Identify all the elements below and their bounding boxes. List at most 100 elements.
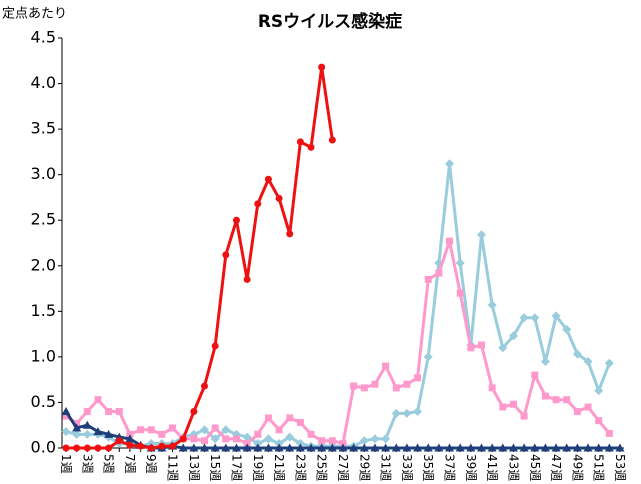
point: [147, 426, 155, 434]
point: [572, 443, 582, 452]
point: [158, 442, 166, 450]
point: [540, 443, 550, 452]
point: [286, 414, 294, 422]
x-tick-label: 15週: [208, 454, 222, 481]
point: [104, 429, 114, 438]
point: [317, 443, 327, 452]
x-tick-label: 19週: [251, 454, 265, 481]
point: [508, 443, 518, 452]
point: [178, 443, 188, 452]
point: [210, 443, 220, 452]
point: [318, 437, 326, 445]
point: [275, 194, 283, 202]
point: [254, 430, 262, 438]
x-tick-label: 35週: [421, 454, 435, 481]
x-tick-label: 43週: [506, 454, 520, 481]
point: [83, 408, 91, 416]
point: [423, 443, 433, 452]
point: [263, 443, 273, 452]
point: [318, 63, 326, 71]
point: [370, 434, 380, 444]
point: [61, 407, 71, 416]
point: [605, 429, 613, 437]
point: [83, 444, 91, 452]
point: [328, 136, 336, 144]
y-tick-label: 2.0: [31, 255, 56, 274]
point: [286, 230, 294, 238]
point: [72, 429, 82, 439]
point: [424, 275, 432, 283]
point: [189, 443, 199, 452]
point: [137, 426, 145, 434]
point: [285, 443, 295, 452]
point: [295, 443, 305, 452]
point: [467, 344, 475, 352]
point: [232, 435, 240, 443]
point: [487, 443, 497, 452]
point: [254, 200, 262, 208]
point: [231, 443, 241, 452]
point: [477, 230, 486, 240]
point: [413, 443, 423, 452]
point: [391, 408, 401, 418]
point: [435, 269, 443, 277]
x-tick-label: 41週: [485, 454, 499, 481]
point: [339, 439, 347, 447]
x-tick-label: 45週: [528, 454, 542, 481]
point: [274, 443, 284, 452]
point: [306, 443, 316, 452]
x-tick-label: 31週: [379, 454, 393, 481]
point: [147, 444, 155, 452]
point: [498, 443, 508, 452]
point: [434, 443, 444, 452]
x-tick-label: 1週: [59, 454, 73, 474]
x-tick-label: 7週: [123, 454, 137, 474]
point: [115, 408, 123, 416]
point: [584, 403, 592, 411]
point: [382, 362, 390, 370]
point: [126, 430, 134, 438]
point: [263, 434, 273, 444]
x-tick-label: 33週: [400, 454, 414, 481]
point: [338, 443, 348, 452]
point: [242, 432, 252, 442]
point: [93, 427, 103, 436]
x-tick-label: 11週: [166, 454, 180, 481]
point: [359, 436, 369, 446]
point: [563, 396, 571, 404]
point: [115, 437, 123, 445]
x-tick-label: 13週: [187, 454, 201, 481]
y-tick-label: 1.5: [31, 301, 56, 320]
point: [573, 408, 581, 416]
line: [65, 239, 611, 445]
point: [498, 343, 508, 353]
point: [604, 443, 614, 452]
point: [243, 439, 251, 447]
point: [541, 392, 549, 400]
point: [73, 419, 81, 427]
point: [350, 382, 358, 390]
point: [423, 352, 433, 362]
point: [349, 443, 359, 452]
point: [562, 325, 572, 335]
point: [392, 384, 400, 392]
point: [519, 313, 529, 323]
point: [604, 358, 614, 368]
point: [296, 138, 304, 146]
point: [285, 432, 295, 442]
line: [65, 162, 611, 448]
point: [73, 444, 81, 452]
point: [455, 258, 465, 268]
point: [137, 442, 145, 450]
point: [190, 408, 198, 416]
point: [274, 438, 284, 448]
point: [552, 396, 560, 404]
point: [455, 443, 465, 452]
point: [520, 412, 528, 420]
point: [307, 143, 315, 151]
point: [210, 434, 220, 444]
point: [583, 356, 593, 366]
point: [445, 159, 455, 169]
point: [540, 356, 550, 366]
x-tick-label: 9週: [144, 454, 158, 474]
